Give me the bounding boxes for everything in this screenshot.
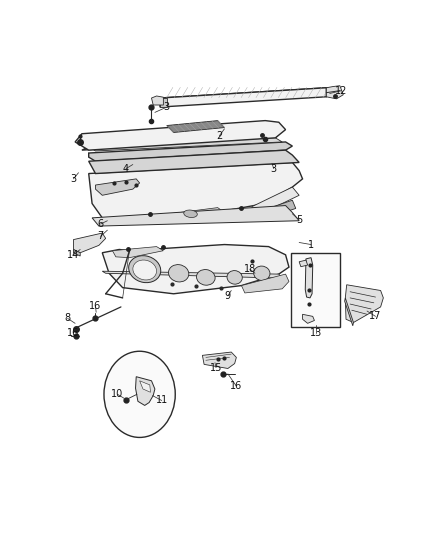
- Text: 7: 7: [97, 231, 104, 241]
- Polygon shape: [345, 285, 383, 322]
- Ellipse shape: [169, 264, 189, 282]
- Text: 6: 6: [98, 219, 104, 229]
- Text: 3: 3: [271, 164, 277, 174]
- Text: 3: 3: [164, 102, 170, 112]
- Text: 4: 4: [123, 164, 129, 174]
- Ellipse shape: [197, 270, 215, 285]
- Text: 11: 11: [155, 395, 168, 406]
- Polygon shape: [102, 245, 289, 294]
- Text: 8: 8: [64, 313, 71, 324]
- Polygon shape: [163, 207, 224, 220]
- Text: 16: 16: [230, 381, 243, 391]
- Text: 3: 3: [71, 174, 77, 184]
- Polygon shape: [345, 298, 353, 326]
- Polygon shape: [75, 120, 286, 150]
- Polygon shape: [202, 352, 237, 368]
- Polygon shape: [74, 249, 80, 256]
- Polygon shape: [135, 377, 155, 406]
- Polygon shape: [140, 381, 151, 392]
- Ellipse shape: [227, 271, 242, 284]
- Ellipse shape: [254, 266, 270, 280]
- Text: 2: 2: [216, 131, 223, 141]
- Ellipse shape: [129, 256, 161, 282]
- Polygon shape: [303, 314, 314, 324]
- Polygon shape: [95, 179, 140, 195]
- Ellipse shape: [184, 210, 197, 217]
- Bar: [291, 253, 340, 327]
- Text: 10: 10: [111, 389, 124, 399]
- Circle shape: [104, 351, 175, 438]
- Text: 16: 16: [67, 328, 80, 338]
- Ellipse shape: [133, 260, 156, 280]
- Polygon shape: [88, 150, 299, 174]
- Polygon shape: [167, 120, 224, 133]
- Text: 18: 18: [244, 264, 256, 274]
- Polygon shape: [160, 88, 326, 107]
- Polygon shape: [92, 206, 299, 226]
- Polygon shape: [88, 138, 282, 151]
- Polygon shape: [160, 98, 167, 107]
- Text: 13: 13: [310, 328, 322, 338]
- Text: 9: 9: [225, 291, 231, 301]
- Polygon shape: [241, 274, 289, 293]
- Text: 1: 1: [308, 239, 314, 249]
- Polygon shape: [74, 233, 106, 253]
- Text: 17: 17: [369, 311, 382, 321]
- Polygon shape: [160, 88, 333, 100]
- Text: 14: 14: [67, 250, 80, 260]
- Text: 16: 16: [89, 301, 102, 311]
- Polygon shape: [326, 86, 343, 99]
- Polygon shape: [102, 271, 282, 278]
- Polygon shape: [82, 134, 279, 150]
- Polygon shape: [88, 142, 293, 161]
- Text: 15: 15: [210, 362, 222, 373]
- Polygon shape: [152, 96, 163, 105]
- Polygon shape: [258, 200, 296, 220]
- Polygon shape: [113, 247, 163, 257]
- Text: 12: 12: [336, 86, 348, 95]
- Polygon shape: [299, 260, 307, 266]
- Polygon shape: [305, 257, 313, 298]
- Polygon shape: [88, 163, 303, 224]
- Polygon shape: [251, 187, 299, 215]
- Text: 5: 5: [296, 215, 302, 225]
